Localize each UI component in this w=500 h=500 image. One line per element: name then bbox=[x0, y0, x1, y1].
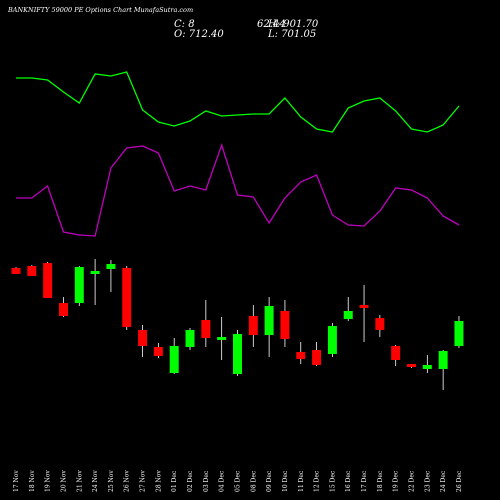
candle-body bbox=[43, 263, 53, 298]
x-tick-label: 21 Nov bbox=[76, 470, 83, 492]
series-line-1 bbox=[16, 71, 460, 133]
candle-body bbox=[138, 330, 148, 346]
x-tick-label: 12 Dec bbox=[314, 470, 321, 492]
overprint-value: 62.44 bbox=[257, 19, 286, 30]
candle-body bbox=[391, 346, 401, 360]
candle-body bbox=[217, 337, 227, 340]
candle-body bbox=[169, 346, 179, 373]
candle-body bbox=[454, 321, 464, 346]
x-tick-label: 25 Nov bbox=[108, 470, 115, 492]
candle-body bbox=[264, 306, 274, 335]
x-tick-label: 03 Dec bbox=[203, 470, 210, 492]
candle-body bbox=[201, 320, 211, 338]
candle-body bbox=[343, 311, 353, 319]
candle-body bbox=[90, 271, 100, 274]
candle-body bbox=[11, 268, 21, 274]
candle-body bbox=[185, 330, 195, 347]
x-tick-label: 11 Dec bbox=[298, 470, 305, 492]
x-tick-label: 18 Nov bbox=[29, 470, 36, 492]
candle-body bbox=[27, 266, 37, 276]
candle-body bbox=[280, 311, 290, 339]
candle-body bbox=[106, 264, 116, 269]
candle-body bbox=[327, 326, 337, 354]
x-tick-label: 17 Nov bbox=[13, 470, 20, 492]
high-label: H: 901.70 bbox=[268, 19, 319, 30]
x-tick-label: 26 Dec bbox=[456, 470, 463, 492]
x-tick-label: 01 Dec bbox=[171, 470, 178, 492]
candle-body bbox=[153, 347, 163, 356]
x-tick-label: 22 Dec bbox=[409, 470, 416, 492]
x-tick-label: 16 Dec bbox=[345, 470, 352, 492]
candle-body bbox=[122, 268, 132, 327]
x-tick-label: 26 Nov bbox=[124, 470, 131, 492]
x-tick-label: 24 Nov bbox=[92, 470, 99, 492]
x-tick-label: 23 Dec bbox=[424, 470, 431, 492]
candle-body bbox=[312, 350, 322, 365]
low-label: L: 701.05 bbox=[268, 29, 317, 40]
candle-body bbox=[375, 318, 385, 330]
x-tick-label: 17 Dec bbox=[361, 470, 368, 492]
x-tick-label: 18 Dec bbox=[377, 470, 384, 492]
candle-body bbox=[248, 316, 258, 335]
candle-body bbox=[438, 351, 448, 369]
candle-body bbox=[58, 303, 68, 316]
x-tick-label: 10 Dec bbox=[282, 470, 289, 492]
candle-body bbox=[296, 352, 306, 359]
x-tick-label: 04 Dec bbox=[219, 470, 226, 492]
x-tick-label: 20 Nov bbox=[60, 470, 67, 492]
x-tick-label: 09 Dec bbox=[266, 470, 273, 492]
x-tick-label: 27 Nov bbox=[140, 470, 147, 492]
series-line-2 bbox=[16, 142, 460, 237]
x-tick-label: 02 Dec bbox=[187, 470, 194, 492]
chart-title: BANKNIFTY 59000 PE Options Chart MunafaS… bbox=[8, 6, 194, 14]
candle-body bbox=[359, 305, 369, 308]
x-tick-label: 19 Dec bbox=[393, 470, 400, 492]
open-label: O: 712.40 bbox=[174, 29, 224, 40]
candle-body bbox=[232, 334, 242, 374]
candle-body bbox=[422, 365, 432, 369]
x-tick-label: 24 Dec bbox=[440, 470, 447, 492]
close-label: C: 8 bbox=[174, 19, 195, 30]
candle-body bbox=[407, 364, 416, 367]
x-tick-label: 08 Dec bbox=[250, 470, 257, 492]
x-tick-label: 28 Nov bbox=[155, 470, 162, 492]
x-tick-label: 19 Nov bbox=[45, 470, 52, 492]
x-tick-label: 05 Dec bbox=[234, 470, 241, 492]
x-tick-label: 15 Dec bbox=[329, 470, 336, 492]
candle-body bbox=[74, 267, 84, 303]
